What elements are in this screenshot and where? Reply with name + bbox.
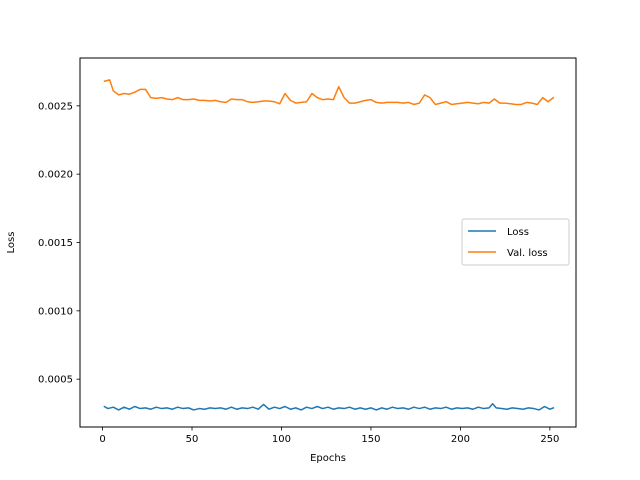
y-tick-label: 0.0005: [38, 375, 73, 386]
y-tick-label: 0.0020: [38, 170, 73, 181]
x-axis-ticks: 0 50 100 150 200 250: [99, 427, 559, 445]
x-tick-label: 250: [540, 434, 559, 445]
x-tick-label: 50: [186, 434, 199, 445]
x-tick-label: 100: [272, 434, 291, 445]
x-tick-label: 200: [451, 434, 470, 445]
x-tick-label: 150: [361, 434, 380, 445]
series-line-val-loss: [103, 79, 555, 106]
series-layer: [103, 79, 555, 411]
legend-label-loss: Loss: [507, 227, 529, 238]
y-tick-label: 0.0010: [38, 306, 73, 317]
x-axis-label: Epochs: [310, 453, 346, 464]
legend: Loss Val. loss: [461, 218, 570, 266]
y-tick-label: 0.0015: [38, 238, 73, 249]
legend-label-val-loss: Val. loss: [507, 248, 548, 259]
series-line-loss: [103, 403, 555, 411]
y-axis-ticks: 0.0005 0.0010 0.0015 0.0020 0.0025: [38, 101, 80, 386]
y-tick-label: 0.0025: [38, 101, 73, 112]
y-axis-label: Loss: [6, 232, 17, 254]
x-tick-label: 0: [99, 434, 105, 445]
